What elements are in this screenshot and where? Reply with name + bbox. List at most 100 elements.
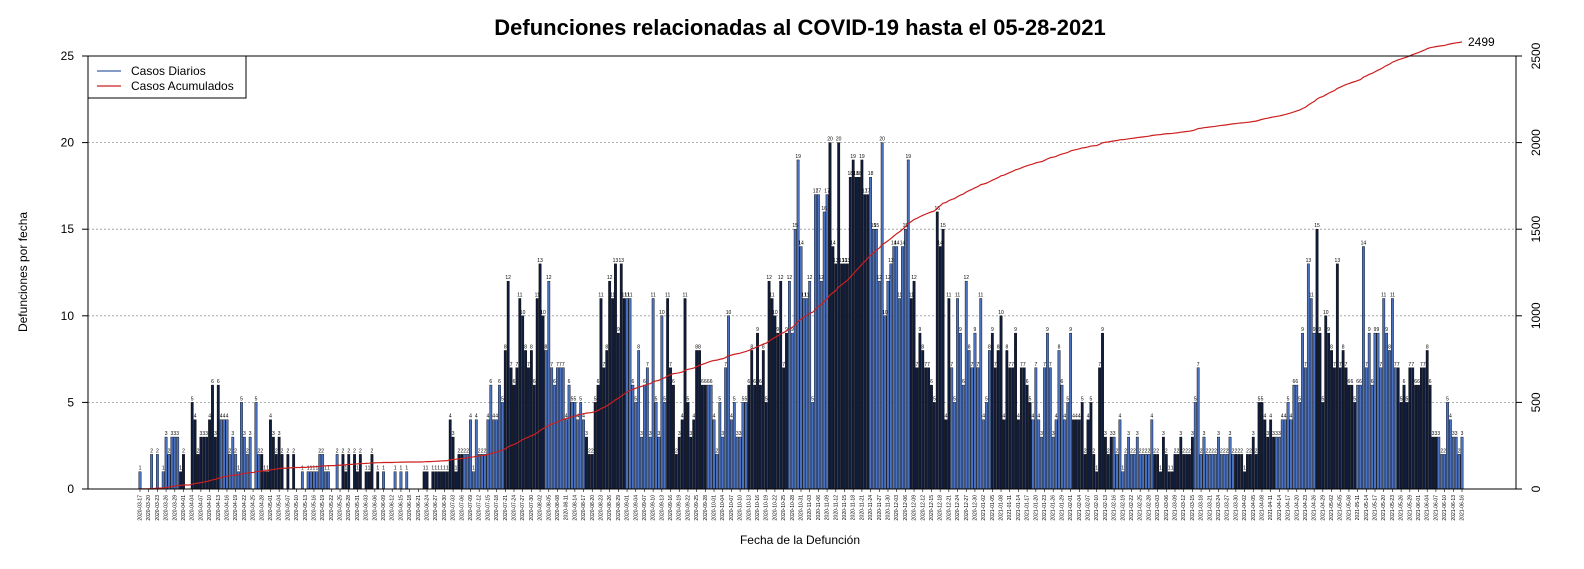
bar-value-label: 1 [344, 466, 347, 472]
bar-value-label: 9 [1301, 327, 1304, 333]
x-tick-label: 2021-01-26 [1051, 495, 1057, 521]
bar-value-label: 12 [778, 275, 784, 281]
bar [347, 454, 351, 490]
bar-value-label: 11 [665, 292, 670, 298]
bar [932, 402, 936, 490]
x-tick-label: 2021-06-10 [1442, 495, 1448, 521]
bar [909, 298, 913, 490]
bar-value-label: 4 [1290, 414, 1293, 420]
bar [689, 436, 693, 490]
bar-value-label: 5 [1081, 396, 1084, 402]
bar [309, 471, 313, 490]
bar-value-label: 13 [833, 258, 839, 264]
bar [550, 367, 554, 490]
bar-value-label: 2 [1174, 448, 1177, 454]
bar [1396, 367, 1400, 490]
bar-value-label: 1 [162, 466, 165, 472]
bar-value-label: 5 [191, 396, 194, 402]
bar [906, 159, 910, 490]
x-tick-label: 2021-04-20 [1294, 495, 1300, 521]
bar [318, 454, 322, 490]
bar [967, 350, 971, 490]
bar-value-label: 1 [315, 466, 318, 472]
bar-value-label: 2 [156, 448, 159, 454]
bar-value-label: 3 [173, 431, 176, 437]
bar-value-label: 9 [991, 327, 994, 333]
bar-value-label: 6 [759, 379, 762, 385]
bar [506, 280, 510, 490]
bar-value-label: 7 [1345, 362, 1348, 368]
bar [935, 211, 939, 490]
bar-value-label: 1 [1171, 466, 1174, 472]
bar [501, 402, 504, 490]
bar-value-label: 7 [1397, 362, 1400, 368]
bar [898, 298, 901, 490]
bar [788, 280, 791, 490]
bar [1292, 384, 1296, 490]
bar-value-label: 13 [839, 258, 845, 264]
bar [854, 177, 858, 490]
x-tick-label: 2021-01-11 [1007, 495, 1013, 520]
bar-value-label: 18 [848, 171, 854, 177]
bar-value-label: 2 [347, 448, 350, 454]
bar-value-label: 20 [827, 137, 833, 143]
bar [248, 436, 252, 490]
bar-value-label: 6 [704, 379, 707, 385]
bar [785, 332, 788, 490]
bar-value-label: 2 [257, 448, 260, 454]
legend: Casos Diarios Casos Acumulados [87, 55, 247, 99]
bar-value-label: 6 [1292, 379, 1295, 385]
bar [1063, 419, 1067, 490]
bar-value-label: 9 [1101, 327, 1104, 333]
bar [405, 471, 409, 490]
x-tick-label: 2020-05-07 [285, 495, 291, 521]
bar [1153, 454, 1157, 490]
bar [1034, 367, 1038, 490]
bar-value-label: 3 [1104, 431, 1107, 437]
bar [1141, 454, 1145, 490]
x-tick-label: 2020-08-23 [598, 495, 604, 521]
bar [680, 419, 684, 490]
bar-value-label: 1 [1121, 466, 1124, 472]
y2-tick-label: 0 [1529, 485, 1543, 492]
x-tick-label: 2021-04-11 [1268, 495, 1274, 520]
bar-value-label: 5 [1321, 396, 1324, 402]
x-tick-label: 2020-11-09 [825, 495, 831, 520]
bar-value-label: 4 [449, 414, 452, 420]
bar-value-label: 2 [1249, 448, 1252, 454]
bar [857, 177, 861, 490]
x-tick-label: 2020-05-31 [355, 495, 361, 521]
bar [750, 350, 754, 490]
x-tick-label: 2020-09-25 [694, 495, 700, 521]
bar-value-label: 2 [1246, 448, 1249, 454]
x-tick-label: 2020-06-06 [372, 495, 378, 521]
bar-value-label: 4 [730, 414, 733, 420]
bar-value-label: 11 [909, 292, 914, 298]
bar-value-label: 12 [766, 275, 772, 281]
bar [182, 454, 185, 490]
bar [1199, 454, 1203, 490]
bar [686, 402, 690, 490]
x-tick-label: 2020-09-01 [625, 495, 631, 521]
x-tick-label: 2021-06-01 [1416, 495, 1422, 521]
bar-value-label: 9 [918, 327, 921, 333]
bar [1217, 436, 1220, 490]
x-tick-label: 2021-03-27 [1225, 495, 1231, 521]
x-tick-label: 2020-07-30 [529, 495, 535, 521]
bar-value-label: 9 [1385, 327, 1388, 333]
bar [254, 402, 258, 490]
bar [701, 384, 704, 490]
bar-value-label: 1 [263, 466, 266, 472]
x-tick-label: 2020-07-27 [520, 495, 526, 521]
x-tick-label: 2020-06-24 [425, 495, 431, 521]
bar-value-label: 14 [937, 241, 943, 247]
bar [1237, 454, 1241, 490]
bar-value-label: 16 [821, 206, 827, 212]
y2-tick-label: 500 [1529, 392, 1543, 412]
x-tick-label: 2020-04-28 [259, 495, 265, 521]
y2-tick-label: 2000 [1529, 129, 1543, 156]
bar-value-label: 13 [888, 258, 894, 264]
bar [1431, 436, 1435, 490]
bar-value-label: 3 [689, 431, 692, 437]
